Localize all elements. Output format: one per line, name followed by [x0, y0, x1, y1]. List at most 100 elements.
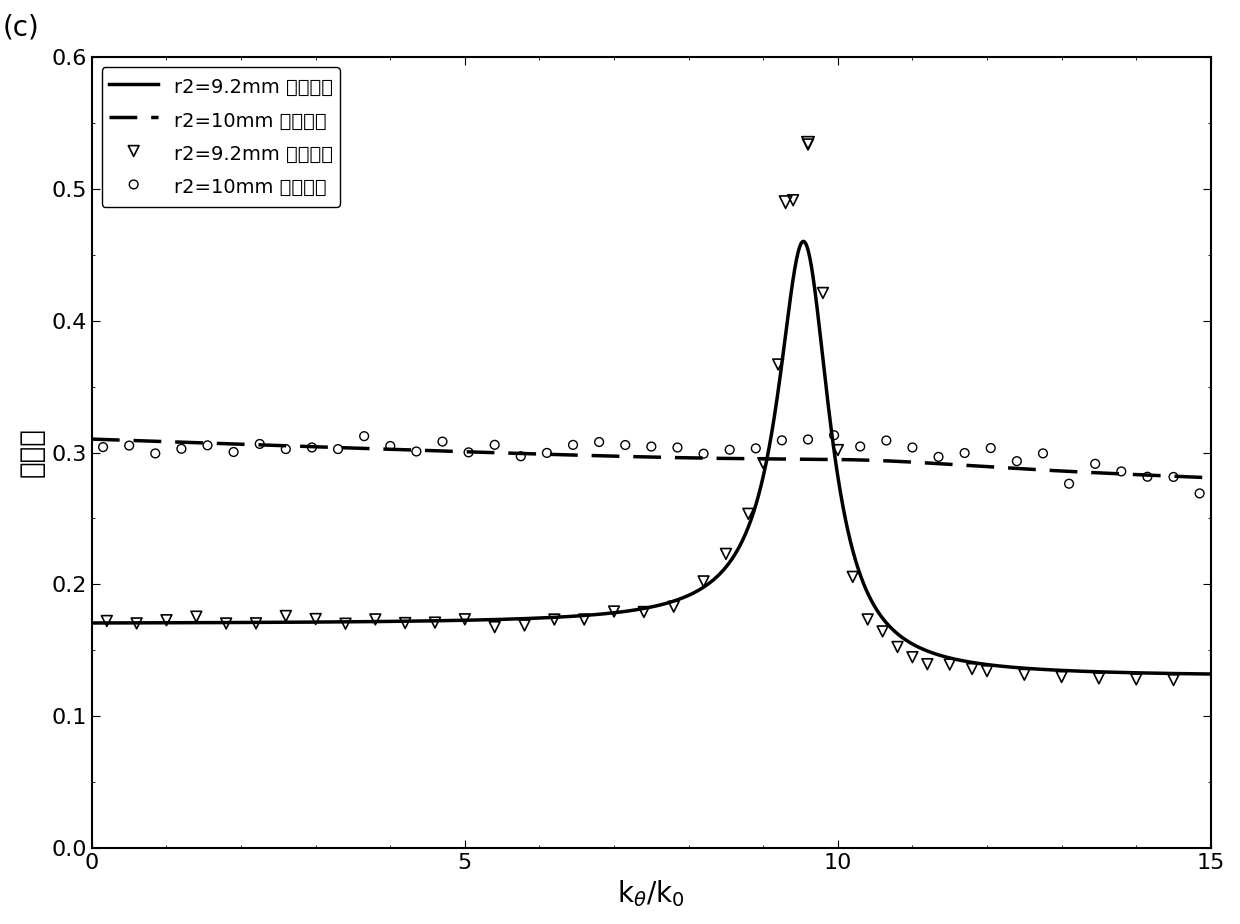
Line: r2=9.2mm 理论推导: r2=9.2mm 理论推导 — [92, 241, 1210, 674]
Y-axis label: 透过率: 透过率 — [17, 428, 46, 478]
r2=10mm 仿真验证 — [407, 444, 427, 459]
r2=10mm 仿真验证 — [119, 438, 139, 453]
r2=9.2mm 仿真验证 — [977, 663, 997, 678]
r2=9.2mm 仿真验证 — [769, 357, 789, 371]
r2=10mm 仿真验证 — [1137, 469, 1157, 484]
r2=9.2mm 仿真验证 — [544, 613, 564, 627]
r2=9.2mm 仿真验证 — [126, 616, 146, 631]
r2=9.2mm 仿真验证 — [813, 286, 833, 300]
r2=9.2mm 仿真验证 — [396, 615, 415, 630]
Text: (c): (c) — [2, 14, 40, 42]
r2=10mm 仿真验证 — [981, 441, 1001, 456]
r2=9.2mm 仿真验证 — [277, 609, 296, 624]
r2=10mm 仿真验证 — [745, 441, 765, 456]
r2=9.2mm 仿真验证 — [515, 618, 534, 633]
Point — [799, 136, 818, 151]
Line: r2=10mm 理论推导: r2=10mm 理论推导 — [92, 439, 1210, 478]
r2=9.2mm 仿真验证 — [754, 456, 774, 470]
r2=10mm 仿真验证 — [223, 444, 243, 459]
r2=9.2mm 仿真验证 — [873, 624, 893, 638]
r2=9.2mm 理论推导 — [279, 616, 294, 627]
r2=9.2mm 仿真验证 — [604, 604, 624, 619]
r2=10mm 仿真验证 — [277, 442, 296, 456]
r2=9.2mm 仿真验证 — [216, 616, 236, 631]
Point — [776, 195, 796, 210]
r2=9.2mm 仿真验证 — [1014, 667, 1034, 682]
r2=10mm 理论推导 — [1061, 466, 1076, 477]
r2=9.2mm 仿真验证 — [903, 650, 923, 664]
r2=9.2mm 仿真验证 — [962, 662, 982, 676]
r2=10mm 理论推导 — [1182, 471, 1197, 482]
r2=10mm 仿真验证 — [799, 432, 818, 447]
r2=9.2mm 理论推导 — [84, 617, 99, 628]
r2=9.2mm 仿真验证 — [828, 443, 848, 457]
r2=9.2mm 仿真验证 — [574, 612, 594, 626]
r2=10mm 仿真验证 — [355, 429, 374, 444]
r2=10mm 仿真验证 — [171, 442, 191, 456]
r2=10mm 仿真验证 — [303, 440, 322, 455]
r2=9.2mm 仿真验证 — [888, 639, 908, 654]
r2=9.2mm 仿真验证 — [425, 615, 445, 630]
r2=10mm 仿真验证 — [249, 436, 269, 451]
r2=10mm 仿真验证 — [1033, 446, 1053, 461]
r2=10mm 仿真验证 — [851, 439, 870, 454]
r2=10mm 理论推导 — [279, 440, 294, 451]
r2=9.2mm 仿真验证 — [1089, 671, 1109, 686]
r2=9.2mm 仿真验证 — [1126, 672, 1146, 687]
r2=10mm 仿真验证 — [667, 440, 687, 455]
r2=10mm 仿真验证 — [877, 433, 897, 448]
r2=10mm 仿真验证 — [1189, 486, 1209, 501]
r2=9.2mm 仿真验证 — [799, 137, 818, 152]
r2=10mm 仿真验证 — [589, 434, 609, 449]
r2=10mm 仿真验证 — [459, 445, 479, 460]
r2=9.2mm 仿真验证 — [366, 612, 386, 626]
r2=9.2mm 仿真验证 — [336, 616, 356, 631]
r2=10mm 仿真验证 — [615, 438, 635, 453]
r2=9.2mm 理论推导 — [513, 614, 528, 625]
r2=9.2mm 仿真验证 — [455, 612, 475, 626]
r2=10mm 仿真验证 — [825, 428, 844, 443]
r2=10mm 仿真验证 — [1163, 469, 1183, 484]
r2=9.2mm 仿真验证 — [1163, 673, 1183, 687]
r2=10mm 理论推导 — [513, 448, 528, 459]
r2=10mm 理论推导 — [84, 433, 99, 444]
r2=9.2mm 仿真验证 — [485, 620, 505, 635]
r2=10mm 仿真验证 — [381, 439, 401, 454]
r2=10mm 仿真验证 — [955, 445, 975, 460]
Legend: r2=9.2mm 理论推导, r2=10mm 理论推导, r2=9.2mm 仿真验证, r2=10mm 仿真验证: r2=9.2mm 理论推导, r2=10mm 理论推导, r2=9.2mm 仿真… — [102, 67, 340, 207]
r2=10mm 仿真验证 — [641, 439, 661, 454]
r2=9.2mm 仿真验证 — [918, 657, 937, 672]
r2=10mm 仿真验证 — [1111, 464, 1131, 479]
r2=9.2mm 仿真验证 — [634, 604, 653, 619]
r2=9.2mm 仿真验证 — [663, 600, 683, 614]
r2=10mm 仿真验证 — [773, 433, 792, 448]
r2=9.2mm 仿真验证 — [843, 569, 863, 584]
r2=9.2mm 理论推导 — [212, 617, 227, 628]
r2=9.2mm 仿真验证 — [784, 193, 804, 208]
r2=9.2mm 仿真验证 — [858, 612, 878, 626]
X-axis label: k$_\theta$/k$_0$: k$_\theta$/k$_0$ — [618, 878, 686, 909]
r2=10mm 仿真验证 — [1085, 456, 1105, 471]
r2=9.2mm 仿真验证 — [715, 546, 735, 561]
r2=9.2mm 理论推导 — [1203, 668, 1218, 679]
r2=10mm 仿真验证 — [903, 440, 923, 455]
r2=9.2mm 仿真验证 — [940, 657, 960, 672]
r2=10mm 仿真验证 — [145, 446, 165, 461]
r2=10mm 仿真验证 — [93, 440, 113, 455]
r2=9.2mm 理论推导 — [796, 236, 811, 247]
r2=9.2mm 仿真验证 — [97, 614, 117, 628]
r2=10mm 理论推导 — [1203, 472, 1218, 483]
r2=10mm 仿真验证 — [197, 438, 217, 453]
r2=9.2mm 理论推导 — [1061, 665, 1076, 676]
r2=9.2mm 仿真验证 — [246, 616, 265, 631]
r2=9.2mm 仿真验证 — [186, 609, 206, 624]
r2=10mm 仿真验证 — [485, 437, 505, 452]
r2=9.2mm 仿真验证 — [306, 612, 326, 626]
r2=10mm 仿真验证 — [329, 442, 348, 456]
r2=10mm 仿真验证 — [719, 443, 739, 457]
r2=9.2mm 仿真验证 — [738, 506, 758, 521]
r2=10mm 仿真验证 — [537, 445, 557, 460]
r2=10mm 理论推导 — [212, 438, 227, 449]
r2=9.2mm 仿真验证 — [1052, 670, 1071, 685]
r2=9.2mm 仿真验证 — [693, 574, 713, 589]
